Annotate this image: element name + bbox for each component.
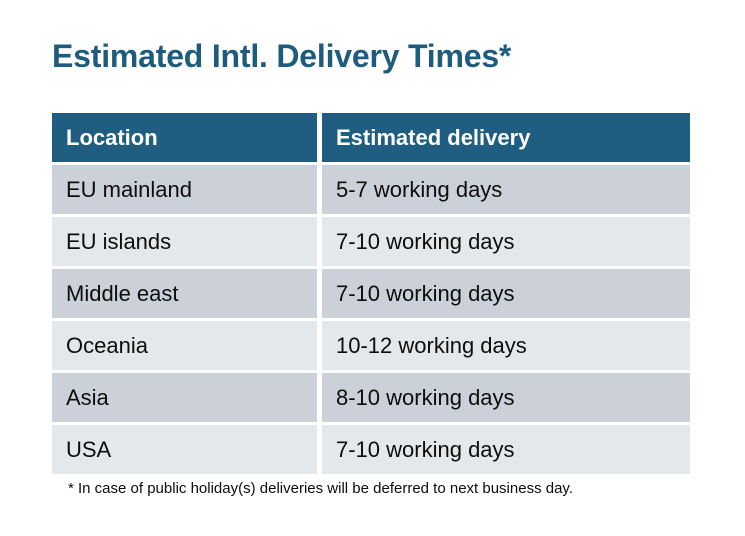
cell-location: USA [52,425,317,474]
cell-estimated-delivery: 5-7 working days [322,165,690,214]
cell-location: Oceania [52,321,317,370]
table-row: USA 7-10 working days [52,425,690,474]
cell-estimated-delivery: 7-10 working days [322,269,690,318]
table-row: Asia 8-10 working days [52,373,690,422]
estimated-delivery-table: Location Estimated delivery EU mainland … [52,113,690,474]
table-row: Middle east 7-10 working days [52,269,690,318]
column-header-estimated-delivery: Estimated delivery [322,113,690,162]
cell-location: EU islands [52,217,317,266]
cell-estimated-delivery: 10-12 working days [322,321,690,370]
table-row: Oceania 10-12 working days [52,321,690,370]
column-header-location: Location [52,113,317,162]
table-header-row: Location Estimated delivery [52,113,690,162]
footnote-text: * In case of public holiday(s) deliverie… [68,480,573,497]
cell-estimated-delivery: 7-10 working days [322,425,690,474]
cell-location: Middle east [52,269,317,318]
page-title: Estimated Intl. Delivery Times* [52,38,512,74]
cell-location: Asia [52,373,317,422]
table-row: EU islands 7-10 working days [52,217,690,266]
cell-estimated-delivery: 8-10 working days [322,373,690,422]
table-row: EU mainland 5-7 working days [52,165,690,214]
cell-location: EU mainland [52,165,317,214]
cell-estimated-delivery: 7-10 working days [322,217,690,266]
